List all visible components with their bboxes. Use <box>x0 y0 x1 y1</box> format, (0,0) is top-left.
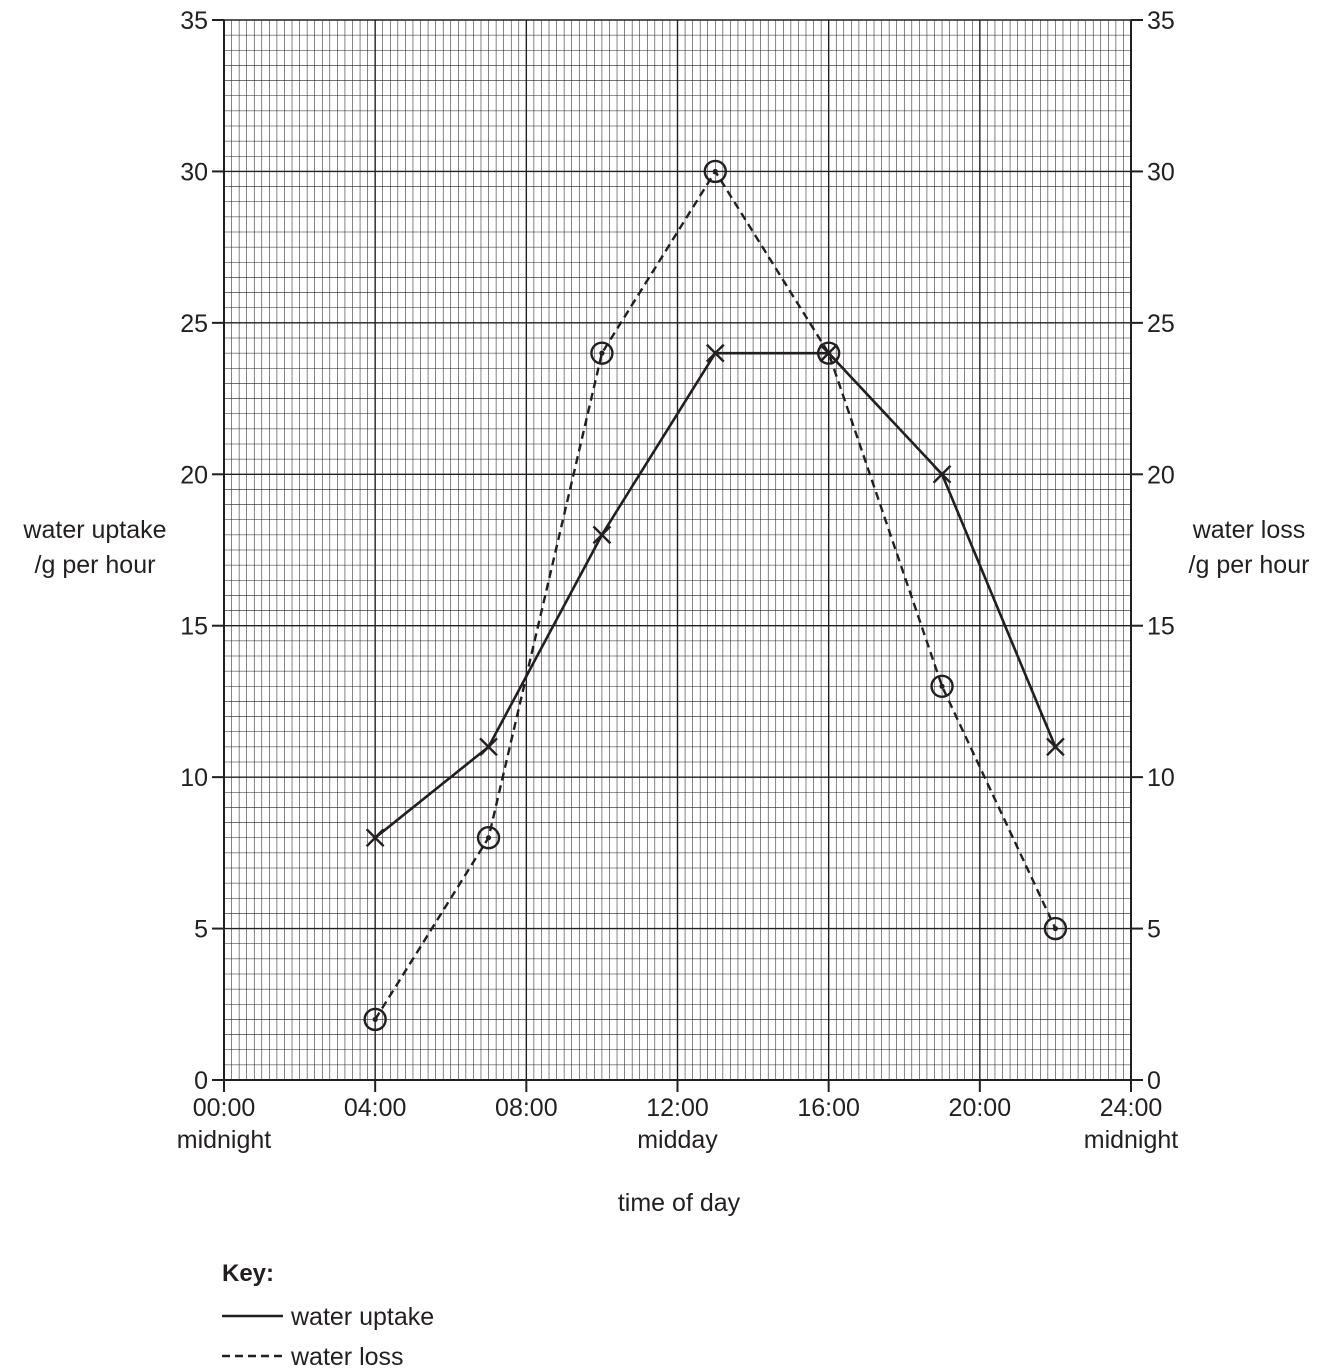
legend: Key: water uptake water loss <box>222 1260 434 1370</box>
x-tick-label: 12:00 <box>646 1094 709 1122</box>
y-tick-label-right: 35 <box>1147 7 1175 35</box>
y-tick-label-right: 10 <box>1147 764 1175 792</box>
data-point-water-uptake <box>932 464 952 484</box>
cross-stroke <box>479 737 498 757</box>
y-tick-label-left: 35 <box>180 7 208 35</box>
point-dot <box>485 835 492 841</box>
y-tick-label-right: 15 <box>1147 613 1175 641</box>
point-ring <box>703 159 727 184</box>
point-dot <box>1052 925 1059 932</box>
chart-grid <box>223 19 1132 1081</box>
chart-axes: 0 0 5 5 10 10 15 15 20 20 25 25 30 30 35 35 00:00 midnigh… <box>177 7 1179 1154</box>
point-ring <box>590 341 614 365</box>
legend-label-water-uptake: water uptake <box>290 1303 434 1331</box>
y-axis-right-title-line2: /g per hour <box>1189 551 1310 579</box>
y-axis-left-title-line2: /g per hour <box>35 551 156 579</box>
y-tick-label-right: 5 <box>1147 916 1161 944</box>
data-point-water-uptake <box>479 737 498 757</box>
point-ring <box>816 341 841 365</box>
x-tick-label: 20:00 <box>949 1094 1012 1122</box>
data-point-water-loss <box>476 826 501 850</box>
x-tick-label: 16:00 <box>797 1094 860 1122</box>
data-point-water-loss <box>590 341 614 365</box>
data-point-water-loss <box>816 341 841 365</box>
data-point-water-uptake <box>705 343 725 363</box>
data-point-water-loss <box>363 1007 387 1032</box>
data-point-water-uptake <box>1046 737 1065 757</box>
x-tick-label: 04:00 <box>344 1094 407 1122</box>
x-tick-label: 24:00 <box>1100 1094 1163 1122</box>
data-point-water-uptake <box>592 525 612 545</box>
point-dot <box>599 350 605 356</box>
cross-stroke <box>705 343 725 363</box>
chart-series <box>363 159 1068 1032</box>
x-tick-label: 00:00 <box>193 1094 256 1122</box>
y-tick-label-left: 15 <box>180 613 208 641</box>
y-tick-label-left: 20 <box>180 461 208 489</box>
legend-title: Key: <box>222 1260 274 1287</box>
legend-label-water-loss: water loss <box>290 1343 404 1370</box>
y-axis-right-title-line1: water loss <box>1192 516 1306 544</box>
x-tick-sublabel: midnight <box>177 1126 272 1154</box>
data-point-water-uptake <box>365 828 385 848</box>
x-tick-sublabel: midday <box>637 1126 718 1154</box>
y-tick-label-right: 0 <box>1147 1067 1161 1095</box>
y-tick-label-right: 20 <box>1147 461 1175 489</box>
cross-stroke <box>932 464 952 484</box>
cross-stroke <box>365 828 385 848</box>
point-ring <box>930 674 954 698</box>
y-tick-label-left: 10 <box>180 764 208 792</box>
chart-labels: water uptake /g per hour water loss /g p… <box>22 516 1309 1217</box>
y-axis-left-title-line1: water uptake <box>22 516 166 544</box>
cross-stroke <box>592 525 612 545</box>
data-point-water-loss <box>703 159 727 184</box>
point-ring <box>363 1007 387 1032</box>
y-tick-label-right: 25 <box>1147 310 1175 338</box>
data-point-water-loss <box>930 674 954 698</box>
point-dot <box>826 350 832 356</box>
data-point-water-loss <box>1043 916 1068 941</box>
point-dot <box>939 683 945 689</box>
x-tick-label: 08:00 <box>495 1094 558 1122</box>
point-ring <box>1043 916 1068 941</box>
cross-stroke <box>1046 737 1065 757</box>
y-tick-label-left: 5 <box>194 916 208 944</box>
x-tick-sublabel: midnight <box>1084 1126 1179 1154</box>
y-tick-label-right: 30 <box>1147 158 1175 186</box>
point-ring <box>476 826 501 850</box>
y-tick-label-left: 25 <box>180 310 208 338</box>
x-axis-title: time of day <box>618 1189 741 1217</box>
y-tick-label-left: 0 <box>194 1067 208 1095</box>
y-tick-label-left: 30 <box>180 158 208 186</box>
point-dot <box>372 1016 378 1023</box>
point-dot <box>712 168 718 175</box>
